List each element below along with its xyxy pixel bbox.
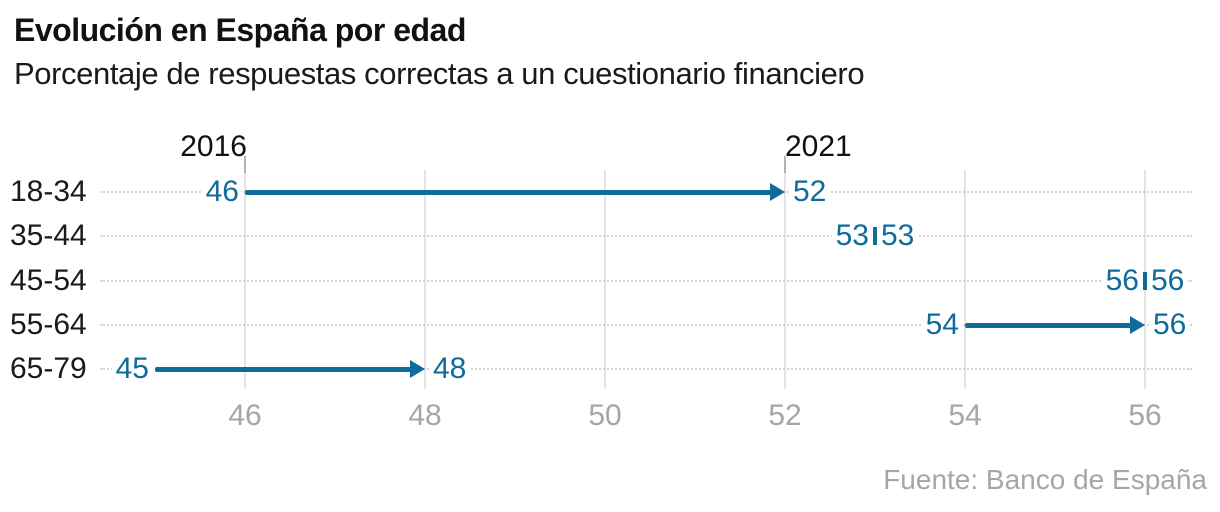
- x-tick-label: 46: [228, 399, 262, 432]
- x-tick-label: 48: [408, 399, 442, 432]
- row-label: 55-64: [10, 308, 87, 341]
- row-label: 35-44: [10, 219, 87, 252]
- gridline-52: [784, 170, 786, 389]
- row-label: 18-34: [10, 175, 87, 208]
- value-label-end: 56: [1149, 308, 1191, 342]
- row-leader-line: [100, 280, 1192, 282]
- year-label-2016: 2016: [180, 130, 247, 163]
- chart-title: Evolución en España por edad: [14, 12, 466, 48]
- year-label-2021: 2021: [785, 130, 852, 163]
- arrow-head-icon: [1130, 316, 1145, 334]
- value-label-start: 46: [201, 175, 243, 209]
- change-arrow: [965, 322, 1133, 328]
- x-tick-label: 50: [588, 399, 622, 432]
- arrow-head-icon: [770, 183, 785, 201]
- gridline-46: [244, 170, 246, 389]
- change-arrow: [155, 366, 413, 372]
- value-label-end: 48: [429, 352, 471, 386]
- gridline-48: [424, 170, 426, 389]
- value-label-start: 54: [921, 308, 963, 342]
- row-leader-line: [100, 368, 1192, 370]
- value-label-start: 56: [1101, 264, 1143, 298]
- row-leader-line: [100, 235, 1192, 237]
- x-tick-label: 54: [948, 399, 982, 432]
- value-label-end: 53: [877, 219, 919, 253]
- gridline-50: [604, 170, 606, 389]
- row-label: 45-54: [10, 264, 87, 297]
- source-credit: Fuente: Banco de España: [883, 464, 1207, 495]
- chart-subtitle: Porcentaje de respuestas correctas a un …: [14, 56, 865, 91]
- value-label-end: 52: [789, 175, 831, 209]
- row-label: 65-79: [10, 352, 87, 385]
- no-change-tick: [873, 227, 877, 245]
- value-label-start: 53: [831, 219, 873, 253]
- no-change-tick: [1143, 272, 1147, 290]
- year-tick-2016: [244, 156, 246, 173]
- year-tick-2021: [784, 156, 786, 173]
- value-label-end: 56: [1147, 264, 1189, 298]
- value-label-start: 45: [111, 352, 153, 386]
- change-arrow: [245, 189, 773, 195]
- row-leader-line: [100, 324, 1192, 326]
- gridline-54: [964, 170, 966, 389]
- arrow-head-icon: [410, 360, 425, 378]
- x-tick-label: 52: [768, 399, 802, 432]
- x-tick-label: 56: [1128, 399, 1162, 432]
